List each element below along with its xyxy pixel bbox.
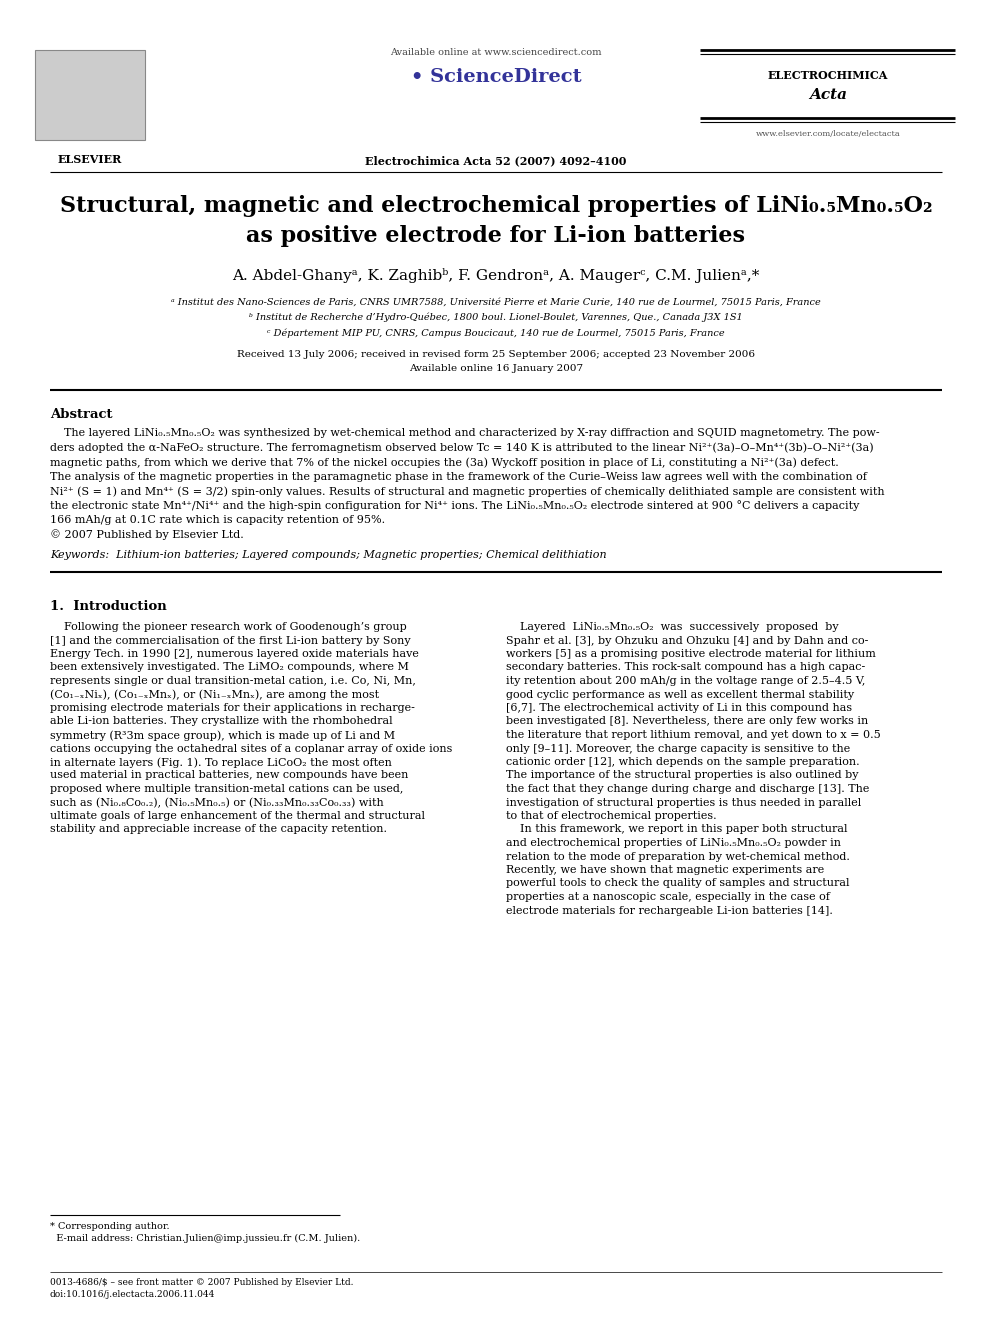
Text: 166 mAh/g at 0.1C rate which is capacity retention of 95%.: 166 mAh/g at 0.1C rate which is capacity…	[50, 515, 385, 525]
Text: E-mail address: Christian.Julien@imp.jussieu.fr (C.M. Julien).: E-mail address: Christian.Julien@imp.jus…	[50, 1234, 360, 1244]
Text: ELECTROCHIMICA: ELECTROCHIMICA	[768, 70, 888, 81]
Text: been extensively investigated. The LiMO₂ compounds, where M: been extensively investigated. The LiMO₂…	[50, 663, 409, 672]
Text: www.elsevier.com/locate/electacta: www.elsevier.com/locate/electacta	[756, 130, 901, 138]
Text: Spahr et al. [3], by Ohzuku and Ohzuku [4] and by Dahn and co-: Spahr et al. [3], by Ohzuku and Ohzuku […	[506, 635, 868, 646]
Text: [1] and the commercialisation of the first Li-ion battery by Sony: [1] and the commercialisation of the fir…	[50, 635, 411, 646]
Text: A. Abdel-Ghanyᵃ, K. Zaghibᵇ, F. Gendronᵃ, A. Maugerᶜ, C.M. Julienᵃ,*: A. Abdel-Ghanyᵃ, K. Zaghibᵇ, F. Gendronᵃ…	[232, 269, 760, 283]
Text: as positive electrode for Li-ion batteries: as positive electrode for Li-ion batteri…	[246, 225, 746, 247]
Text: 1.  Introduction: 1. Introduction	[50, 601, 167, 613]
Text: promising electrode materials for their applications in recharge-: promising electrode materials for their …	[50, 703, 415, 713]
Text: to that of electrochemical properties.: to that of electrochemical properties.	[506, 811, 716, 822]
Text: secondary batteries. This rock-salt compound has a high capac-: secondary batteries. This rock-salt comp…	[506, 663, 865, 672]
Text: relation to the mode of preparation by wet-chemical method.: relation to the mode of preparation by w…	[506, 852, 850, 861]
Text: ᶜ Département MIP PU, CNRS, Campus Boucicaut, 140 rue de Lourmel, 75015 Paris, F: ᶜ Département MIP PU, CNRS, Campus Bouci…	[267, 328, 725, 337]
Text: represents single or dual transition-metal cation, i.e. Co, Ni, Mn,: represents single or dual transition-met…	[50, 676, 416, 687]
Text: cations occupying the octahedral sites of a coplanar array of oxide ions: cations occupying the octahedral sites o…	[50, 744, 452, 754]
Text: ᵇ Institut de Recherche d’Hydro-Québec, 1800 boul. Lionel-Boulet, Varennes, Que.: ᵇ Institut de Recherche d’Hydro-Québec, …	[249, 314, 743, 323]
Text: magnetic paths, from which we derive that 7% of the nickel occupies the (3a) Wyc: magnetic paths, from which we derive tha…	[50, 456, 839, 467]
Text: stability and appreciable increase of the capacity retention.: stability and appreciable increase of th…	[50, 824, 387, 835]
Text: Abstract: Abstract	[50, 407, 112, 421]
Text: Layered  LiNi₀.₅Mn₀.₅O₂  was  successively  proposed  by: Layered LiNi₀.₅Mn₀.₅O₂ was successively …	[506, 622, 838, 632]
Text: the literature that report lithium removal, and yet down to x = 0.5: the literature that report lithium remov…	[506, 730, 881, 740]
Text: Energy Tech. in 1990 [2], numerous layered oxide materials have: Energy Tech. in 1990 [2], numerous layer…	[50, 650, 419, 659]
Text: * Corresponding author.: * Corresponding author.	[50, 1222, 170, 1230]
Text: ders adopted the α-NaFeO₂ structure. The ferromagnetism observed below Tc = 140 : ders adopted the α-NaFeO₂ structure. The…	[50, 442, 874, 452]
Text: In this framework, we report in this paper both structural: In this framework, we report in this pap…	[506, 824, 847, 835]
Text: and electrochemical properties of LiNi₀.₅Mn₀.₅O₂ powder in: and electrochemical properties of LiNi₀.…	[506, 837, 841, 848]
Text: ultimate goals of large enhancement of the thermal and structural: ultimate goals of large enhancement of t…	[50, 811, 425, 822]
Text: © 2007 Published by Elsevier Ltd.: © 2007 Published by Elsevier Ltd.	[50, 529, 244, 540]
Text: ity retention about 200 mAh/g in the voltage range of 2.5–4.5 V,: ity retention about 200 mAh/g in the vol…	[506, 676, 865, 687]
Text: in alternate layers (Fig. 1). To replace LiCoO₂ the most often: in alternate layers (Fig. 1). To replace…	[50, 757, 392, 767]
Text: properties at a nanoscopic scale, especially in the case of: properties at a nanoscopic scale, especi…	[506, 892, 830, 902]
Text: doi:10.1016/j.electacta.2006.11.044: doi:10.1016/j.electacta.2006.11.044	[50, 1290, 215, 1299]
Text: such as (Ni₀.₈Co₀.₂), (Ni₀.₅Mn₀.₅) or (Ni₀.₃₃Mn₀.₃₃Co₀.₃₃) with: such as (Ni₀.₈Co₀.₂), (Ni₀.₅Mn₀.₅) or (N…	[50, 798, 384, 808]
Bar	[35, 50, 145, 140]
Text: Structural, magnetic and electrochemical properties of LiNi₀.₅Mn₀.₅O₂: Structural, magnetic and electrochemical…	[60, 194, 932, 217]
Text: • ScienceDirect: • ScienceDirect	[411, 67, 581, 86]
Text: the fact that they change during charge and discharge [13]. The: the fact that they change during charge …	[506, 785, 869, 794]
Text: ELSEVIER: ELSEVIER	[58, 153, 122, 165]
Text: ᵃ Institut des Nano-Sciences de Paris, CNRS UMR7588, Université Pierre et Marie : ᵃ Institut des Nano-Sciences de Paris, C…	[172, 298, 820, 307]
Text: the electronic state Mn⁴⁺/Ni⁴⁺ and the high-spin configuration for Ni⁴⁺ ions. Th: the electronic state Mn⁴⁺/Ni⁴⁺ and the h…	[50, 500, 859, 512]
Text: symmetry (R³3m space group), which is made up of Li and M: symmetry (R³3m space group), which is ma…	[50, 730, 395, 741]
Text: Acta: Acta	[809, 89, 847, 102]
Text: The analysis of the magnetic properties in the paramagnetic phase in the framewo: The analysis of the magnetic properties …	[50, 471, 867, 482]
Text: Available online 16 January 2007: Available online 16 January 2007	[409, 364, 583, 373]
Text: proposed where multiple transition-metal cations can be used,: proposed where multiple transition-metal…	[50, 785, 404, 794]
Text: cationic order [12], which depends on the sample preparation.: cationic order [12], which depends on th…	[506, 757, 860, 767]
Text: The layered LiNi₀.₅Mn₀.₅O₂ was synthesized by wet-chemical method and characteri: The layered LiNi₀.₅Mn₀.₅O₂ was synthesiz…	[50, 429, 880, 438]
Text: only [9–11]. Moreover, the charge capacity is sensitive to the: only [9–11]. Moreover, the charge capaci…	[506, 744, 850, 754]
Text: (Co₁₋ₓNiₓ), (Co₁₋ₓMnₓ), or (Ni₁₋ₓMnₓ), are among the most: (Co₁₋ₓNiₓ), (Co₁₋ₓMnₓ), or (Ni₁₋ₓMnₓ), a…	[50, 689, 379, 700]
Text: Keywords:  Lithium-ion batteries; Layered compounds; Magnetic properties; Chemic: Keywords: Lithium-ion batteries; Layered…	[50, 550, 607, 560]
Text: Received 13 July 2006; received in revised form 25 September 2006; accepted 23 N: Received 13 July 2006; received in revis…	[237, 351, 755, 359]
Text: The importance of the structural properties is also outlined by: The importance of the structural propert…	[506, 770, 858, 781]
Text: good cyclic performance as well as excellent thermal stability: good cyclic performance as well as excel…	[506, 689, 854, 700]
Text: electrode materials for rechargeable Li-ion batteries [14].: electrode materials for rechargeable Li-…	[506, 905, 833, 916]
Text: workers [5] as a promising positive electrode material for lithium: workers [5] as a promising positive elec…	[506, 650, 876, 659]
Text: used material in practical batteries, new compounds have been: used material in practical batteries, ne…	[50, 770, 409, 781]
Text: Recently, we have shown that magnetic experiments are: Recently, we have shown that magnetic ex…	[506, 865, 824, 875]
Text: Available online at www.sciencedirect.com: Available online at www.sciencedirect.co…	[390, 48, 602, 57]
Text: powerful tools to check the quality of samples and structural: powerful tools to check the quality of s…	[506, 878, 849, 889]
Text: able Li-ion batteries. They crystallize with the rhombohedral: able Li-ion batteries. They crystallize …	[50, 717, 393, 726]
Text: been investigated [8]. Nevertheless, there are only few works in: been investigated [8]. Nevertheless, the…	[506, 717, 868, 726]
Text: Electrochimica Acta 52 (2007) 4092–4100: Electrochimica Acta 52 (2007) 4092–4100	[365, 155, 627, 165]
Text: 0013-4686/$ – see front matter © 2007 Published by Elsevier Ltd.: 0013-4686/$ – see front matter © 2007 Pu…	[50, 1278, 353, 1287]
Text: investigation of structural properties is thus needed in parallel: investigation of structural properties i…	[506, 798, 861, 807]
Text: [6,7]. The electrochemical activity of Li in this compound has: [6,7]. The electrochemical activity of L…	[506, 703, 852, 713]
Text: Ni²⁺ (S = 1) and Mn⁴⁺ (S = 3/2) spin-only values. Results of structural and magn: Ni²⁺ (S = 1) and Mn⁴⁺ (S = 3/2) spin-onl…	[50, 486, 885, 496]
Text: Following the pioneer research work of Goodenough’s group: Following the pioneer research work of G…	[50, 622, 407, 632]
